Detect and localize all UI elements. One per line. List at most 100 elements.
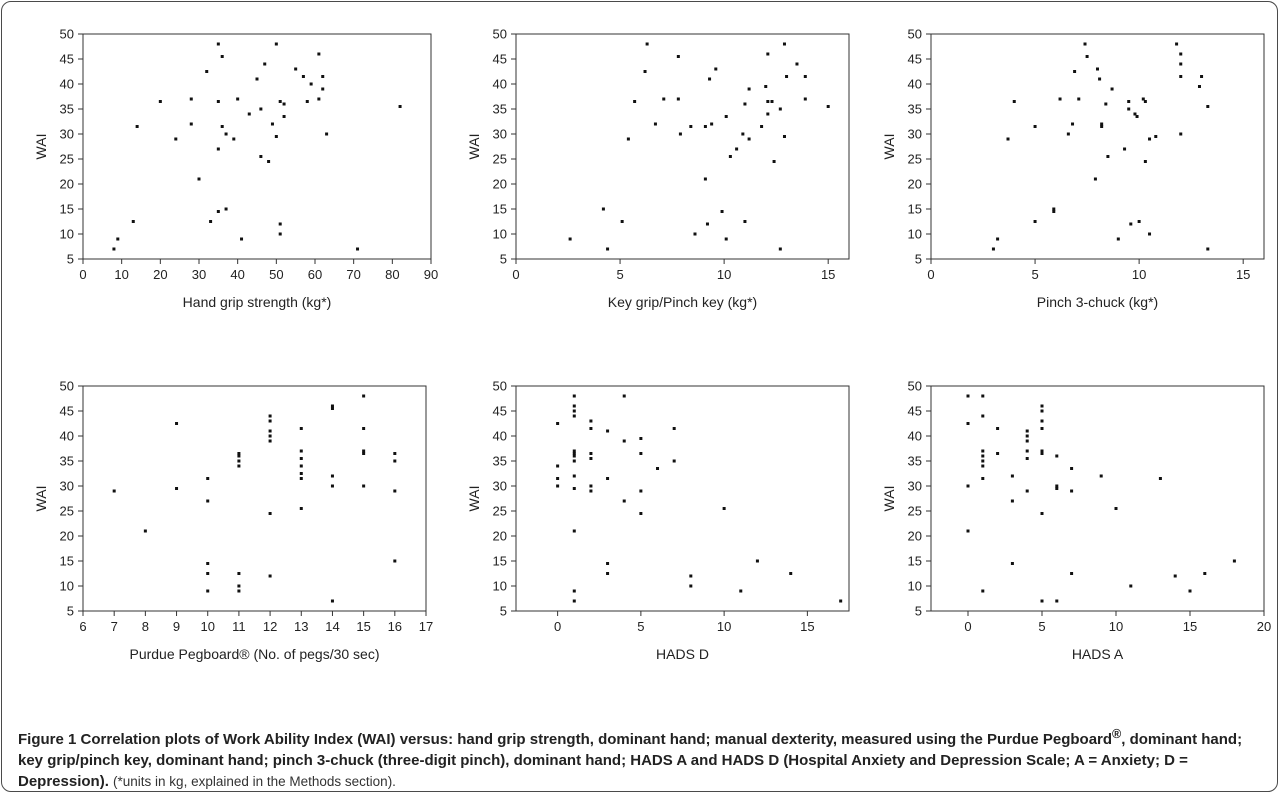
data-point-key-grip [676, 97, 680, 101]
x-tick-label-pinch-3-chuck: 0 [927, 267, 934, 282]
data-point-hads-a [1070, 572, 1074, 575]
data-point-hads-a [981, 464, 985, 468]
x-axis-title-purdue-pegboard: Purdue Pegboard® (No. of pegs/30 sec) [129, 646, 379, 662]
data-point-pinch-3-chuck [1033, 220, 1037, 223]
data-point-hand-grip [216, 147, 220, 151]
data-point-hand-grip [301, 75, 305, 78]
x-tick-label-hads-a: 10 [1109, 619, 1123, 634]
data-point-key-grip [747, 137, 751, 141]
y-tick-label-pinch-3-chuck: 30 [908, 127, 922, 142]
data-point-key-grip [795, 62, 799, 66]
data-point-hand-grip [259, 107, 263, 111]
y-tick-label-purdue-pegboard: 40 [60, 429, 74, 444]
data-point-hads-d [589, 489, 593, 493]
data-point-hads-a [1040, 452, 1044, 455]
data-point-hads-a [1055, 487, 1059, 490]
data-point-hand-grip [282, 115, 286, 118]
data-point-pinch-3-chuck [1179, 75, 1183, 78]
data-point-hads-a [1158, 477, 1162, 480]
data-point-hads-a [1025, 457, 1029, 460]
data-point-key-grip [676, 55, 680, 58]
data-point-purdue-pegboard [299, 427, 303, 430]
data-point-hads-d [739, 589, 743, 593]
plot-pinch-3-chuck: 0 5 10 15 5 10 15 20 25 30 35 40 45 50 Pinch 3-chuck (… [861, 24, 1281, 389]
data-point-hads-d [672, 459, 676, 463]
data-point-purdue-pegboard [393, 489, 397, 493]
y-tick-label-hand-grip: 30 [60, 127, 74, 142]
y-tick-label-purdue-pegboard: 20 [60, 529, 74, 544]
caption-registered-mark: ® [1112, 727, 1122, 741]
data-point-hand-grip [274, 42, 278, 46]
caption-bold-text: Correlation plots of Work Ability Index … [80, 731, 1113, 748]
data-point-hads-a [981, 454, 985, 458]
caption-units-note: (*units in kg, explained in the Methods … [113, 774, 396, 789]
data-point-pinch-3-chuck [1073, 70, 1077, 73]
data-point-key-grip [803, 97, 807, 101]
data-point-hand-grip [205, 70, 209, 73]
y-tick-label-hads-a: 35 [908, 454, 922, 469]
data-point-key-grip [703, 177, 707, 181]
y-tick-label-hads-a: 40 [908, 429, 922, 444]
data-point-key-grip [782, 135, 786, 138]
data-point-pinch-3-chuck [1077, 97, 1081, 101]
y-tick-label-hand-grip: 40 [60, 77, 74, 92]
data-point-purdue-pegboard [268, 512, 272, 515]
data-point-hads-d [672, 427, 676, 430]
y-tick-label-key-grip: 15 [493, 202, 507, 217]
scatter-plot-hand-grip: 0 10 20 30 40 50 60 70 80 90 5 10 15 20 25 30 35 40 45 50 Ha… [33, 27, 438, 311]
x-tick-label-purdue-pegboard: 9 [173, 619, 180, 634]
data-point-key-grip [760, 125, 764, 128]
data-point-hads-a [1040, 419, 1044, 423]
x-axis-title-pinch-3-chuck: Pinch 3-chuck (kg*) [1037, 294, 1158, 310]
data-point-hand-grip [305, 100, 309, 103]
data-point-hads-d [689, 574, 693, 578]
y-tick-label-hads-d: 10 [493, 579, 507, 594]
data-point-hand-grip [224, 132, 228, 136]
data-point-hads-d [606, 477, 610, 480]
data-point-hads-a [1010, 499, 1014, 503]
plot-hads-d: 0 5 10 15 5 10 15 20 25 30 35 40 45 50 HADS D WAI [446, 376, 866, 741]
data-point-hads-d [556, 484, 560, 488]
data-point-hand-grip [267, 160, 271, 163]
data-point-hads-a [1055, 484, 1059, 488]
data-point-hads-a [966, 529, 970, 533]
data-point-purdue-pegboard [237, 589, 241, 593]
data-point-purdue-pegboard [299, 507, 303, 510]
y-tick-label-pinch-3-chuck: 5 [915, 252, 922, 267]
data-point-purdue-pegboard [237, 464, 241, 468]
x-tick-label-hads-a: 5 [1038, 619, 1045, 634]
x-tick-label-pinch-3-chuck: 15 [1236, 267, 1250, 282]
data-point-hads-a [996, 452, 1000, 455]
x-tick-label-purdue-pegboard: 8 [142, 619, 149, 634]
data-point-pinch-3-chuck [1143, 160, 1147, 163]
data-point-key-grip [633, 100, 637, 103]
data-point-hads-d [572, 454, 576, 458]
x-tick-label-hand-grip: 60 [308, 267, 322, 282]
data-point-purdue-pegboard [237, 584, 241, 588]
x-tick-label-purdue-pegboard: 11 [232, 619, 246, 634]
x-tick-label-key-grip: 15 [821, 267, 835, 282]
data-point-hads-d [639, 512, 643, 515]
data-point-hand-grip [224, 207, 228, 211]
data-point-hads-d [639, 489, 643, 493]
data-point-key-grip [766, 100, 770, 103]
data-point-pinch-3-chuck [1106, 155, 1110, 158]
data-point-hand-grip [294, 67, 298, 71]
data-point-hand-grip [220, 125, 224, 128]
y-tick-label-purdue-pegboard: 5 [67, 604, 74, 619]
data-point-hand-grip [236, 97, 240, 101]
data-point-pinch-3-chuck [1129, 222, 1133, 226]
y-tick-label-purdue-pegboard: 15 [60, 554, 74, 569]
data-point-key-grip [826, 105, 830, 108]
data-point-pinch-3-chuck [1100, 122, 1104, 126]
axes-frame-purdue-pegboard [82, 385, 427, 612]
data-point-hads-a [981, 589, 985, 593]
y-tick-label-key-grip: 5 [500, 252, 507, 267]
data-point-hand-grip [317, 52, 321, 56]
y-tick-label-pinch-3-chuck: 15 [908, 202, 922, 217]
x-tick-label-hads-a: 20 [1257, 619, 1271, 634]
data-point-pinch-3-chuck [996, 237, 1000, 241]
y-tick-label-key-grip: 45 [493, 52, 507, 67]
data-point-hads-d [639, 452, 643, 455]
